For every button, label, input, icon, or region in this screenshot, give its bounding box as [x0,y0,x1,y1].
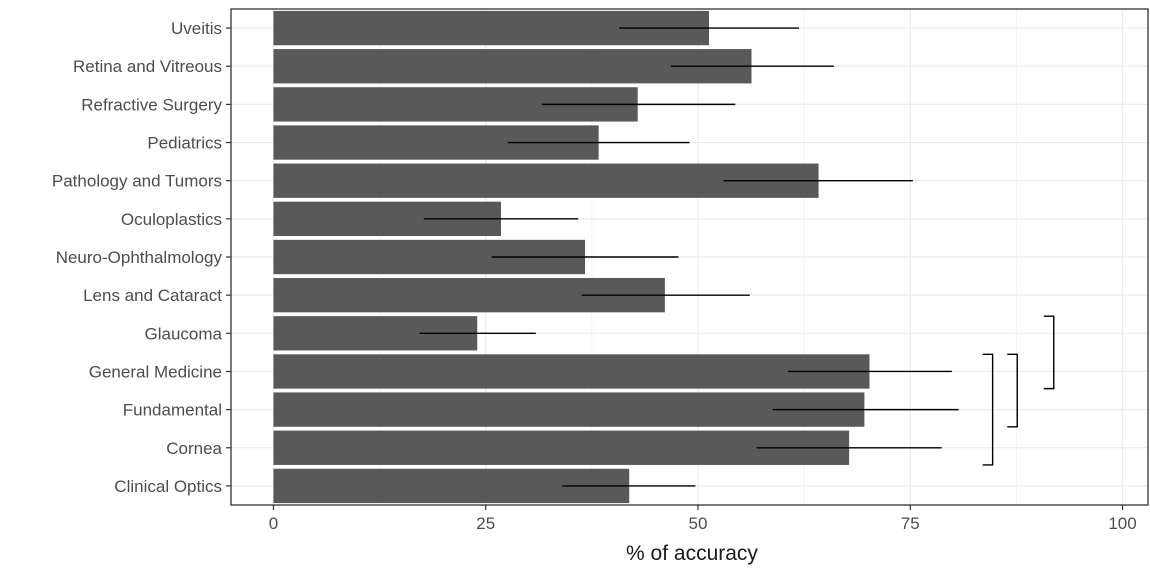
significance-bracket [1043,315,1055,390]
x-tick-label: 25 [476,514,495,533]
y-tick-label: Neuro-Ophthalmology [56,248,223,267]
y-tick-label: Pathology and Tumors [52,172,222,191]
y-tick-label: Pediatrics [147,134,222,153]
x-tick-label: 100 [1108,514,1136,533]
bar [273,392,865,427]
significance-brackets [982,315,1055,466]
y-tick-label: Fundamental [123,401,222,420]
y-tick-label: Cornea [166,439,222,458]
y-tick-label: Clinical Optics [114,477,222,496]
y-tick-label: Refractive Surgery [81,95,222,114]
x-axis-title: % of accuracy [626,542,758,565]
bar [273,430,850,465]
x-axis: 0 25 50 75 100 [269,505,1137,533]
error-bars [419,27,959,487]
significance-bracket [982,353,994,466]
bar [273,354,870,389]
y-tick-label: Lens and Cataract [83,286,222,305]
y-tick-label: General Medicine [89,362,222,381]
y-tick-label: Retina and Vitreous [73,57,222,76]
x-tick-label: 50 [689,514,708,533]
y-tick-label: Oculoplastics [121,210,222,229]
y-tick-label: Glaucoma [145,324,223,343]
x-tick-label: 75 [901,514,920,533]
x-tick-label: 0 [269,514,278,533]
significance-bracket [1007,353,1018,428]
y-tick-label: Uveitis [171,19,222,38]
y-axis: Uveitis Retina and Vitreous Refractive Sur… [52,19,231,496]
